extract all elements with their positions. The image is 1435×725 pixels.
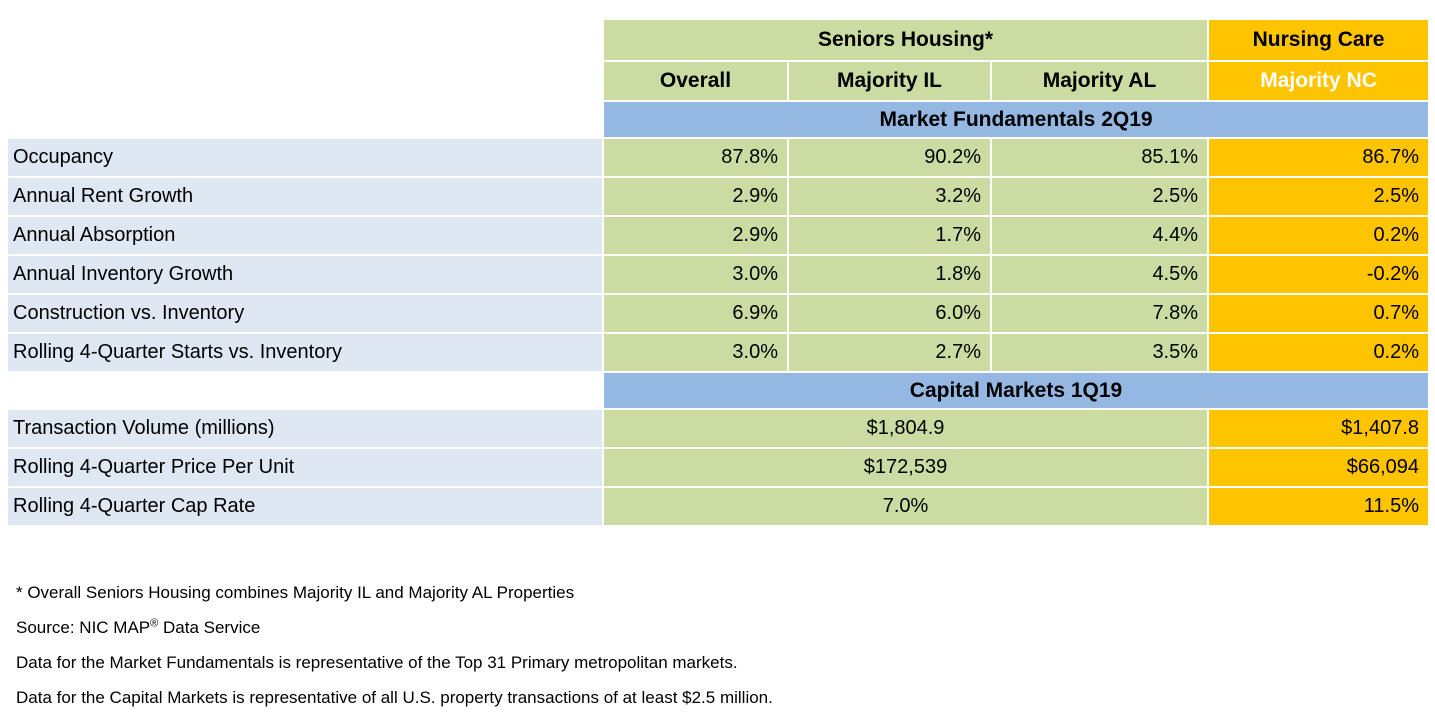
- value-cell: 2.7%: [787, 332, 992, 373]
- value-cell: 6.0%: [787, 293, 992, 334]
- column-group-header-row: Seniors Housing* Nursing Care: [6, 18, 1431, 62]
- table-row-annual-rent-growth: Annual Rent Growth 2.9% 3.2% 2.5% 2.5%: [6, 176, 1431, 217]
- table-row-occupancy: Occupancy 87.8% 90.2% 85.1% 86.7%: [6, 137, 1431, 178]
- table-row-rolling-4q-price-per-unit: Rolling 4-Quarter Price Per Unit $172,53…: [6, 447, 1431, 488]
- value-cell: 2.5%: [989, 176, 1210, 217]
- table-row-annual-absorption: Annual Absorption 2.9% 1.7% 4.4% 0.2%: [6, 215, 1431, 256]
- section-header-row-market-fundamentals: Market Fundamentals 2Q19: [6, 100, 1431, 139]
- row-label: Rolling 4-Quarter Starts vs. Inventory: [6, 332, 604, 373]
- spacer-cell: [6, 60, 604, 102]
- value-cell: 90.2%: [787, 137, 992, 178]
- row-label: Rolling 4-Quarter Cap Rate: [6, 486, 604, 527]
- value-cell: 3.5%: [989, 332, 1210, 373]
- value-cell-nc: $1,407.8: [1207, 408, 1431, 449]
- seniors-housing-market-table: Seniors Housing* Nursing Care Overall Ma…: [6, 18, 1431, 527]
- row-label: Occupancy: [6, 137, 604, 178]
- column-header-majority-al: Majority AL: [989, 60, 1210, 102]
- value-cell: 2.9%: [602, 176, 789, 217]
- value-cell: 4.4%: [989, 215, 1210, 256]
- registered-trademark-symbol: ®: [150, 617, 159, 630]
- seniors-housing-group-header: Seniors Housing*: [601, 18, 1210, 62]
- table-row-transaction-volume: Transaction Volume (millions) $1,804.9 $…: [6, 408, 1431, 449]
- section-title-capital-markets: Capital Markets 1Q19: [601, 371, 1431, 410]
- value-cell: 3.0%: [602, 332, 789, 373]
- row-label: Annual Rent Growth: [6, 176, 604, 217]
- row-label: Annual Absorption: [6, 215, 604, 256]
- value-cell-seniors-merged: $172,539: [601, 447, 1210, 488]
- value-cell-nc: 0.7%: [1207, 293, 1431, 334]
- value-cell: 7.8%: [989, 293, 1210, 334]
- row-label: Transaction Volume (millions): [6, 408, 604, 449]
- value-cell: 3.0%: [602, 254, 789, 295]
- column-header-majority-il: Majority IL: [787, 60, 992, 102]
- footnote-overall-definition: * Overall Seniors Housing combines Major…: [16, 583, 575, 602]
- row-label: Annual Inventory Growth: [6, 254, 604, 295]
- section-header-row-capital-markets: Capital Markets 1Q19: [6, 371, 1431, 410]
- table-row-construction-vs-inventory: Construction vs. Inventory 6.9% 6.0% 7.8…: [6, 293, 1431, 334]
- table-row-rolling-4q-starts-vs-inventory: Rolling 4-Quarter Starts vs. Inventory 3…: [6, 332, 1431, 373]
- nursing-care-group-header: Nursing Care: [1207, 18, 1431, 62]
- value-cell: 1.8%: [787, 254, 992, 295]
- value-cell: 2.9%: [602, 215, 789, 256]
- value-cell-nc: $66,094: [1207, 447, 1431, 488]
- footnote-source-text: Source: NIC MAP: [16, 618, 151, 637]
- spacer-cell: [6, 100, 604, 139]
- value-cell: 4.5%: [989, 254, 1210, 295]
- footnote-capital-markets-scope: Data for the Capital Markets is represen…: [16, 688, 773, 707]
- value-cell-nc: 0.2%: [1207, 332, 1431, 373]
- value-cell: 6.9%: [602, 293, 789, 334]
- table-row-annual-inventory-growth: Annual Inventory Growth 3.0% 1.8% 4.5% -…: [6, 254, 1431, 295]
- value-cell-seniors-merged: $1,804.9: [601, 408, 1210, 449]
- footnote-source: Source: NIC MAP® Data Service: [16, 610, 1435, 645]
- row-label: Construction vs. Inventory: [6, 293, 604, 334]
- table-row-rolling-4q-cap-rate: Rolling 4-Quarter Cap Rate 7.0% 11.5%: [6, 486, 1431, 527]
- row-label: Rolling 4-Quarter Price Per Unit: [6, 447, 604, 488]
- value-cell: 85.1%: [989, 137, 1210, 178]
- spacer-cell: [6, 371, 604, 410]
- spacer-cell: [6, 18, 604, 62]
- column-header-row: Overall Majority IL Majority AL Majority…: [6, 60, 1431, 102]
- value-cell-nc: 86.7%: [1207, 137, 1431, 178]
- value-cell-seniors-merged: 7.0%: [601, 486, 1210, 527]
- value-cell-nc: 0.2%: [1207, 215, 1431, 256]
- value-cell: 87.8%: [602, 137, 789, 178]
- column-header-majority-nc: Majority NC: [1207, 60, 1431, 102]
- footnotes: * Overall Seniors Housing combines Major…: [16, 575, 1435, 715]
- value-cell-nc: 2.5%: [1207, 176, 1431, 217]
- column-header-overall: Overall: [602, 60, 789, 102]
- value-cell-nc: -0.2%: [1207, 254, 1431, 295]
- footnote-market-fundamentals-scope: Data for the Market Fundamentals is repr…: [16, 653, 738, 672]
- footnote-source-suffix: Data Service: [158, 618, 261, 637]
- section-title-market-fundamentals: Market Fundamentals 2Q19: [601, 100, 1431, 139]
- value-cell: 3.2%: [787, 176, 992, 217]
- value-cell-nc: 11.5%: [1207, 486, 1431, 527]
- value-cell: 1.7%: [787, 215, 992, 256]
